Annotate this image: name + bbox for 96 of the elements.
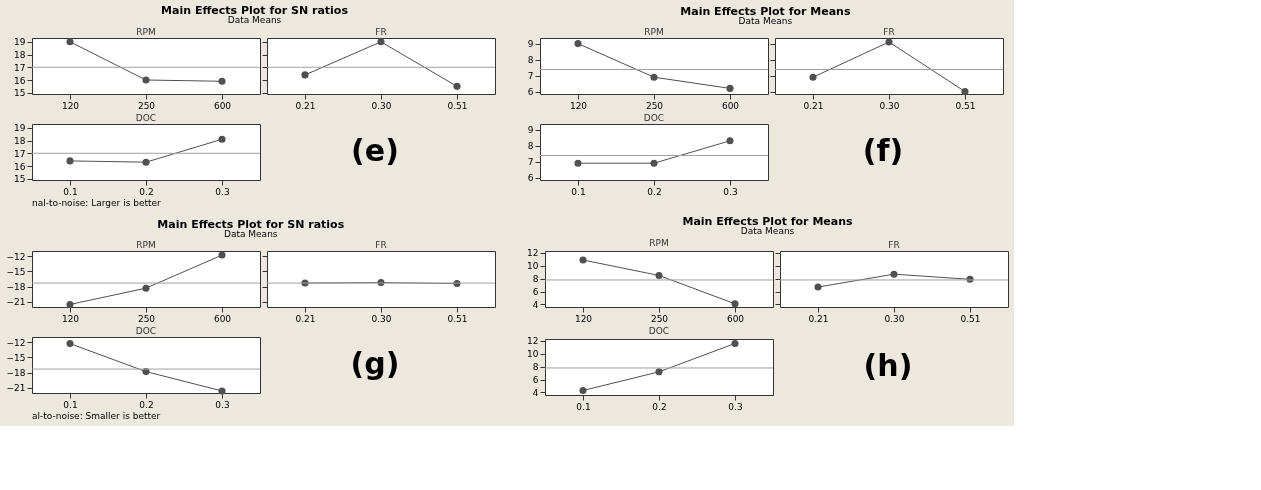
x-tick-label: 0.2 — [139, 399, 154, 410]
x-tick-label: 0.21 — [808, 313, 829, 324]
y-tick-label: −18 — [6, 282, 26, 293]
y-tick-label: 19 — [14, 37, 26, 48]
y-tick-label: 12 — [527, 248, 539, 259]
x-tick-label: 0.3 — [215, 186, 230, 197]
chart-subtitle: Data Means — [740, 226, 795, 237]
y-tick-label: 15 — [14, 174, 26, 185]
x-tick-label: 600 — [213, 100, 232, 111]
y-tick-label: 8 — [532, 274, 539, 285]
y-tick-label: 7 — [527, 71, 534, 82]
y-tick-label: −18 — [6, 368, 26, 379]
x-axis-title: FR — [883, 27, 895, 37]
y-tick-label: 16 — [14, 161, 26, 172]
x-tick-label: 120 — [61, 313, 80, 324]
x-axis-title: RPM — [136, 26, 156, 37]
x-tick-label: 120 — [574, 313, 593, 324]
x-axis-title: FR — [888, 240, 900, 250]
y-tick-label: 7 — [527, 157, 534, 168]
x-axis-title: RPM — [136, 240, 156, 250]
y-tick-label: 9 — [527, 125, 534, 136]
y-tick-label: 18 — [14, 50, 26, 61]
x-axis-title: DOC — [135, 112, 157, 123]
y-tick-label: −15 — [6, 352, 26, 363]
y-tick-label: 4 — [532, 387, 539, 398]
x-tick-label: 0.51 — [447, 100, 468, 111]
text: (h) — [863, 348, 913, 383]
x-tick-label: 250 — [137, 100, 156, 111]
y-tick-label: 6 — [532, 287, 539, 298]
y-tick-label: −15 — [6, 266, 26, 277]
x-axis-title: DOC — [135, 326, 157, 336]
y-tick-label: 18 — [14, 136, 26, 147]
text: (f) — [862, 133, 904, 168]
y-tick-label: 10 — [527, 261, 539, 272]
y-tick-label: −21 — [6, 383, 26, 394]
y-tick-label: 4 — [532, 299, 539, 310]
x-tick-label: 0.21 — [295, 313, 316, 324]
text: (e) — [351, 133, 399, 168]
chart-subtitle: Data Means — [223, 228, 278, 239]
chart-title: Main Effects Plot for Means — [680, 4, 851, 18]
x-tick-label: 0.3 — [723, 186, 738, 197]
x-axis-title: FR — [375, 240, 387, 250]
y-tick-label: 17 — [14, 148, 26, 159]
x-tick-label: 0.2 — [139, 186, 154, 197]
x-tick-label: 0.1 — [571, 186, 586, 197]
x-tick-label: 0.30 — [884, 313, 905, 324]
x-tick-label: 0.1 — [63, 186, 78, 197]
x-tick-label: 0.21 — [295, 100, 316, 111]
y-tick-label: 12 — [527, 336, 539, 347]
chart-subtitle: Data Means — [738, 15, 793, 26]
x-tick-label: 0.3 — [215, 399, 230, 410]
x-tick-label: 0.1 — [63, 399, 78, 410]
x-tick-label: 0.21 — [803, 100, 824, 111]
y-tick-label: 8 — [532, 362, 539, 373]
text: nal-to-noise: Larger is better — [32, 198, 162, 208]
y-tick-label: 19 — [14, 123, 26, 134]
x-tick-label: 600 — [721, 100, 740, 111]
y-tick-label: 9 — [527, 39, 534, 50]
x-axis-title: RPM — [649, 237, 669, 248]
y-tick-label: 10 — [527, 349, 539, 360]
y-tick-label: 17 — [14, 62, 26, 73]
x-tick-label: 0.2 — [647, 186, 662, 197]
x-axis-title: RPM — [644, 27, 664, 37]
x-axis-title: DOC — [648, 325, 670, 336]
x-tick-label: 0.30 — [371, 313, 392, 324]
x-axis-title: DOC — [643, 113, 665, 123]
y-tick-label: 6 — [532, 375, 539, 386]
x-tick-label: 250 — [645, 100, 664, 111]
x-tick-label: 600 — [726, 313, 745, 324]
y-tick-label: 6 — [527, 173, 534, 184]
text: al-to-noise: Smaller is better — [32, 411, 161, 421]
y-tick-label: −12 — [6, 251, 26, 262]
x-tick-label: 0.1 — [576, 401, 591, 412]
y-tick-label: −12 — [6, 337, 26, 348]
x-tick-label: 120 — [61, 100, 80, 111]
y-tick-label: 6 — [527, 87, 534, 98]
x-tick-label: 250 — [650, 313, 669, 324]
text: (g) — [350, 346, 400, 381]
x-tick-label: 0.3 — [728, 401, 743, 412]
x-tick-label: 0.2 — [652, 401, 667, 412]
x-axis-title: FR — [375, 27, 387, 37]
y-tick-label: 16 — [14, 75, 26, 86]
y-tick-label: 8 — [527, 141, 534, 152]
y-tick-label: −21 — [6, 297, 26, 308]
x-tick-label: 0.30 — [879, 100, 900, 111]
x-tick-label: 600 — [213, 313, 232, 324]
x-tick-label: 0.30 — [371, 100, 392, 111]
y-tick-label: 8 — [527, 55, 534, 66]
x-tick-label: 120 — [569, 100, 588, 111]
x-tick-label: 0.51 — [960, 313, 981, 324]
chart-subtitle: Data Means — [227, 15, 282, 26]
x-tick-label: 250 — [137, 313, 156, 324]
x-tick-label: 0.51 — [447, 313, 468, 324]
y-tick-label: 15 — [14, 88, 26, 99]
chart-title: Main Effects Plot for SN ratios — [157, 217, 345, 231]
x-tick-label: 0.51 — [955, 100, 976, 111]
